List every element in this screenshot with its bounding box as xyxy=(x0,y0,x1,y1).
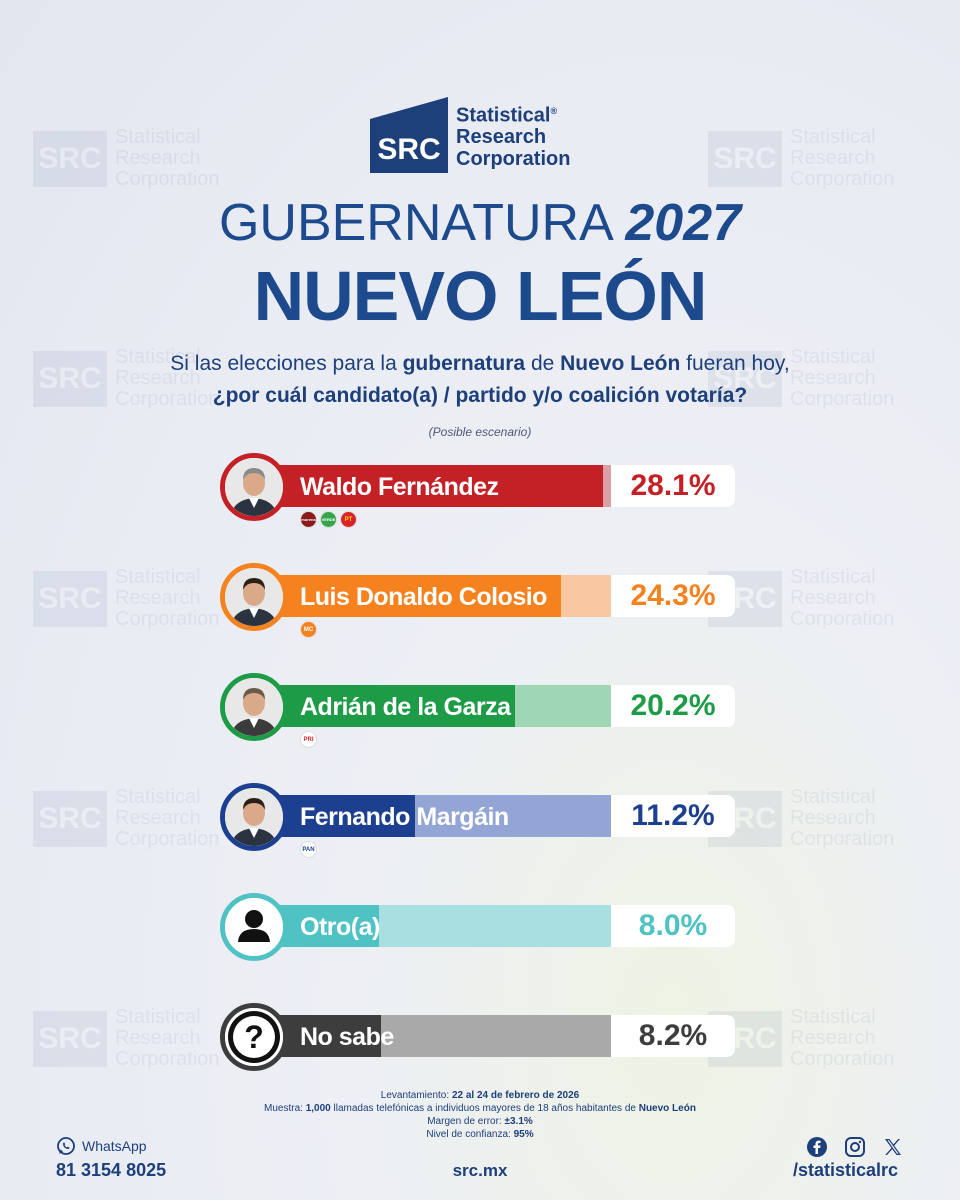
facebook-icon[interactable] xyxy=(806,1136,828,1158)
candidate-name: No sabe xyxy=(300,1023,394,1051)
candidate-name: Waldo Fernández xyxy=(300,473,499,501)
party-logo-icon: PAN xyxy=(300,841,317,858)
bar-track xyxy=(250,575,630,617)
party-logo-icon: VERDE xyxy=(320,511,337,528)
scenario-note: (Posible escenario) xyxy=(428,425,532,439)
page-title-line1: GUBERNATURA 2027 xyxy=(218,194,742,252)
bar-row: Waldo Fernández 28.1% morena VERDE PT xyxy=(220,453,735,533)
data-label: 8.2% xyxy=(611,1015,735,1057)
watermark: SRC Statistical Research Corporation xyxy=(708,127,895,190)
party-logos: PAN xyxy=(300,841,317,858)
bar-row: Luis Donaldo Colosio 24.3% MC xyxy=(220,563,735,643)
footer-margen: Margen de error: ±3.1% xyxy=(427,1116,533,1127)
party-logos: PRI xyxy=(300,731,317,748)
bar-track xyxy=(250,465,630,507)
candidate-name: Otro(a) xyxy=(300,913,380,941)
instagram-icon[interactable] xyxy=(844,1136,866,1158)
website-link[interactable]: src.mx xyxy=(452,1161,508,1180)
bar xyxy=(250,465,604,507)
watermark: SRC Statistical Research Corporation xyxy=(33,1007,220,1070)
candidate-name: Luis Donaldo Colosio xyxy=(300,583,547,611)
logo-letters: SRC xyxy=(377,133,440,166)
party-logos: MC xyxy=(300,621,317,638)
candidate-photo xyxy=(220,783,288,851)
candidate-photo xyxy=(220,673,288,741)
watermark: SRC Statistical Research Corporation xyxy=(708,1007,895,1070)
candidate-name: Adrián de la Garza xyxy=(300,693,511,721)
watermark: SRC Statistical Research Corporation xyxy=(33,787,220,850)
x-icon[interactable] xyxy=(882,1136,904,1158)
bar-row: Fernando Margáin 11.2% PAN xyxy=(220,783,735,863)
social-handle[interactable]: /statisticalrc xyxy=(793,1160,899,1180)
bar xyxy=(250,685,516,727)
party-logo-icon: PT xyxy=(340,511,357,528)
footer-muestra: Muestra: 1,000 llamadas telefónicas a in… xyxy=(264,1103,696,1114)
brand-logo: SRC Statistical® Research Corporation xyxy=(370,97,570,173)
watermark: SRC Statistical Research Corporation xyxy=(33,127,220,190)
footer-nivel: Nivel de confianza: 95% xyxy=(426,1129,534,1140)
watermark: SRC Statistical Research Corporation xyxy=(708,787,895,850)
brand-name: Statistical® Research Corporation xyxy=(456,104,571,171)
candidate-photo xyxy=(220,453,288,521)
data-label: 11.2% xyxy=(611,795,735,837)
whatsapp-number[interactable]: 81 3154 8025 xyxy=(56,1160,167,1180)
bar-track xyxy=(250,685,630,727)
candidate-name: Fernando Margáin xyxy=(300,803,509,831)
footer-levantamiento: Levantamiento: 22 al 24 de febrero de 20… xyxy=(380,1090,580,1101)
watermark: SRC Statistical Research Corporation xyxy=(708,567,895,630)
whatsapp-link[interactable]: WhatsApp xyxy=(56,1136,147,1156)
watermark: SRC Statistical Research Corporation xyxy=(33,567,220,630)
party-logos: morena VERDE PT xyxy=(300,511,357,528)
question-line1: Si las elecciones para la gubernatura de… xyxy=(170,352,790,375)
social-icons xyxy=(806,1136,904,1158)
party-logo-icon: morena xyxy=(300,511,317,528)
whatsapp-icon xyxy=(57,1137,75,1155)
bar-row: No sabe 8.2%? xyxy=(220,1003,735,1083)
bar-row: Otro(a) 8.0% xyxy=(220,893,735,973)
party-logo-icon: PRI xyxy=(300,731,317,748)
candidate-photo xyxy=(220,563,288,631)
data-label: 24.3% xyxy=(611,575,735,617)
data-label: 8.0% xyxy=(611,905,735,947)
svg-text:?: ? xyxy=(244,1019,264,1055)
bar xyxy=(250,575,561,617)
bar-row: Adrián de la Garza 20.2% PRI xyxy=(220,673,735,753)
page-title-line2: NUEVO LEÓN xyxy=(253,257,708,335)
user-icon xyxy=(220,893,288,961)
party-logo-icon: MC xyxy=(300,621,317,638)
question-line2: ¿por cuál candidato(a) / partido y/o coa… xyxy=(212,384,748,407)
data-label: 28.1% xyxy=(611,465,735,507)
data-label: 20.2% xyxy=(611,685,735,727)
src-logo-icon: SRC xyxy=(370,97,448,173)
question-mark-icon: ? xyxy=(220,1003,288,1071)
